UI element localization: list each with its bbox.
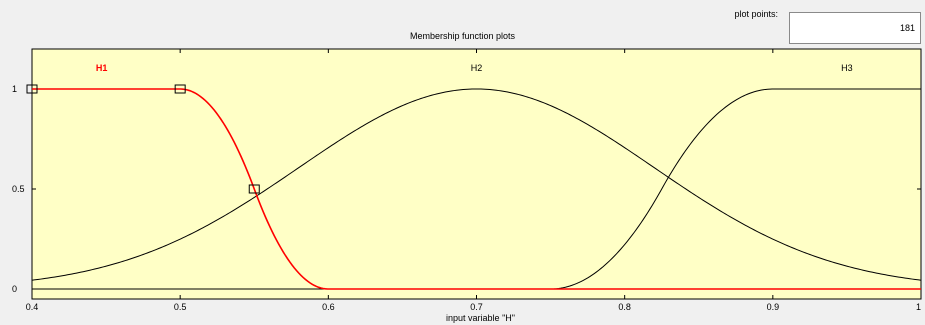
x-tick-label: 0.9 — [767, 302, 780, 312]
x-tick-label: 0.8 — [618, 302, 631, 312]
mf-label-h2[interactable]: H2 — [471, 63, 483, 73]
x-tick-label: 1 — [916, 302, 921, 312]
x-axis-label: input variable "H" — [446, 313, 515, 323]
mf-label-h1[interactable]: H1 — [96, 63, 108, 73]
x-tick-label: 0.5 — [174, 302, 187, 312]
x-tick-label: 0.6 — [322, 302, 335, 312]
mf-curve-h1[interactable] — [32, 88, 921, 290]
mf-label-h3[interactable]: H3 — [841, 63, 853, 73]
y-tick-label: 0.5 — [12, 184, 25, 194]
x-tick-label: 0.7 — [470, 302, 483, 312]
mf-control-point-handle[interactable] — [26, 84, 38, 94]
plot-points-label: plot points: — [734, 9, 778, 19]
mf-control-point-handle[interactable] — [248, 184, 260, 194]
mf-curve-h2[interactable] — [31, 88, 922, 281]
page-title: Membership function plots — [409, 31, 516, 41]
x-tick-label: 0.4 — [26, 302, 39, 312]
y-tick-label: 0 — [12, 284, 17, 294]
plot-points-input[interactable] — [789, 12, 921, 44]
y-tick-label: 1 — [12, 84, 17, 94]
plot-area — [31, 48, 922, 300]
mf-control-point-handle[interactable] — [174, 84, 186, 94]
